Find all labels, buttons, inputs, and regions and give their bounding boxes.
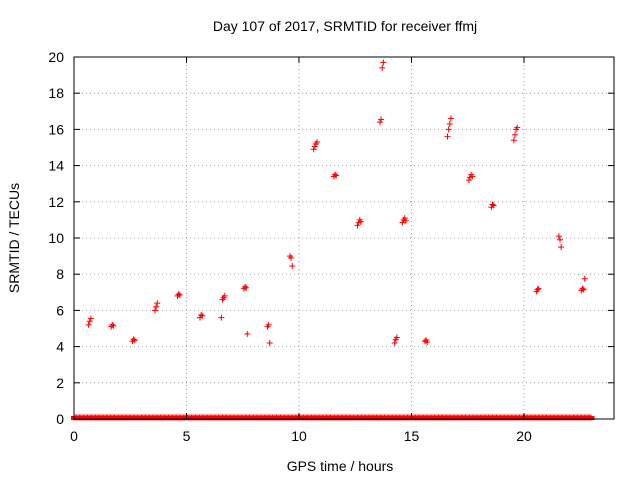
- data-point: [289, 263, 296, 270]
- data-point: [243, 284, 250, 291]
- data-point: [130, 336, 137, 343]
- data-point: [244, 330, 251, 337]
- data-point: [514, 124, 521, 131]
- axes: 0 5 10 15 20 0 2 4 6 8 10 12 14 16 18 20: [48, 49, 614, 444]
- data-point: [555, 233, 562, 240]
- data-point: [311, 143, 318, 150]
- y-tick-label: 18: [48, 85, 64, 101]
- data-point: [310, 146, 317, 153]
- data-point: [152, 307, 158, 314]
- data-point: [399, 219, 406, 226]
- data-point: [199, 312, 206, 319]
- x-tick-label: 5: [183, 428, 191, 444]
- data-point: [266, 339, 273, 346]
- data-point: [490, 202, 497, 209]
- y-tick-label: 10: [48, 230, 64, 246]
- scatter-series: [85, 59, 588, 346]
- data-point: [354, 222, 361, 229]
- data-point: [580, 286, 587, 293]
- data-point: [175, 291, 182, 298]
- x-tick-label: 20: [516, 428, 532, 444]
- data-point: [447, 115, 454, 122]
- data-point: [445, 126, 452, 133]
- chart-title: Day 107 of 2017, SRMTID for receiver ffm…: [213, 18, 477, 34]
- y-tick-label: 14: [48, 158, 64, 174]
- data-point: [288, 254, 295, 261]
- data-point: [424, 339, 431, 346]
- data-point: [393, 334, 400, 341]
- x-axis-label: GPS time / hours: [287, 458, 394, 474]
- data-point: [86, 318, 93, 325]
- data-point: [333, 172, 340, 179]
- y-tick-label: 20: [48, 49, 64, 65]
- data-point: [534, 286, 541, 293]
- data-point: [380, 59, 387, 66]
- data-point: [87, 315, 94, 322]
- data-point: [109, 321, 116, 328]
- data-point: [379, 64, 386, 71]
- data-point: [242, 283, 248, 290]
- data-point: [221, 292, 228, 299]
- data-point: [558, 244, 565, 251]
- data-point: [314, 139, 320, 146]
- data-point: [218, 314, 225, 321]
- data-point: [332, 171, 338, 178]
- data-point: [444, 133, 451, 140]
- data-point: [465, 177, 472, 184]
- baseline-series: [71, 414, 595, 421]
- y-tick-label: 2: [56, 375, 64, 391]
- data-point: [581, 275, 588, 282]
- data-point: [489, 201, 496, 208]
- x-tick-label: 15: [404, 428, 420, 444]
- data-point: [110, 322, 117, 329]
- y-axis-label: SRMTID / TECUs: [6, 183, 22, 293]
- data-point: [401, 215, 408, 222]
- y-tick-label: 0: [56, 411, 64, 427]
- data-point: [510, 137, 517, 144]
- data-point: [377, 119, 383, 126]
- data-point: [378, 116, 385, 123]
- x-tick-label: 0: [70, 428, 78, 444]
- data-point: [176, 292, 183, 299]
- data-point: [265, 321, 272, 328]
- data-point: [154, 300, 161, 307]
- data-point: [153, 303, 160, 310]
- data-point: [469, 173, 476, 180]
- data-point: [557, 236, 563, 243]
- y-tick-label: 4: [56, 339, 64, 355]
- data-point: [446, 120, 453, 127]
- grid: [74, 57, 614, 419]
- data-point: [512, 131, 518, 138]
- data-point: [535, 285, 542, 292]
- y-tick-label: 12: [48, 194, 64, 210]
- y-tick-label: 16: [48, 121, 64, 137]
- y-tick-label: 6: [56, 302, 64, 318]
- data-point: [85, 321, 92, 328]
- data-point: [391, 339, 398, 346]
- data-point: [198, 311, 205, 318]
- data-point: [402, 217, 409, 224]
- data-point: [131, 337, 138, 344]
- y-tick-label: 8: [56, 266, 64, 282]
- data-point: [579, 285, 586, 292]
- data-point: [357, 218, 364, 225]
- x-tick-label: 10: [291, 428, 307, 444]
